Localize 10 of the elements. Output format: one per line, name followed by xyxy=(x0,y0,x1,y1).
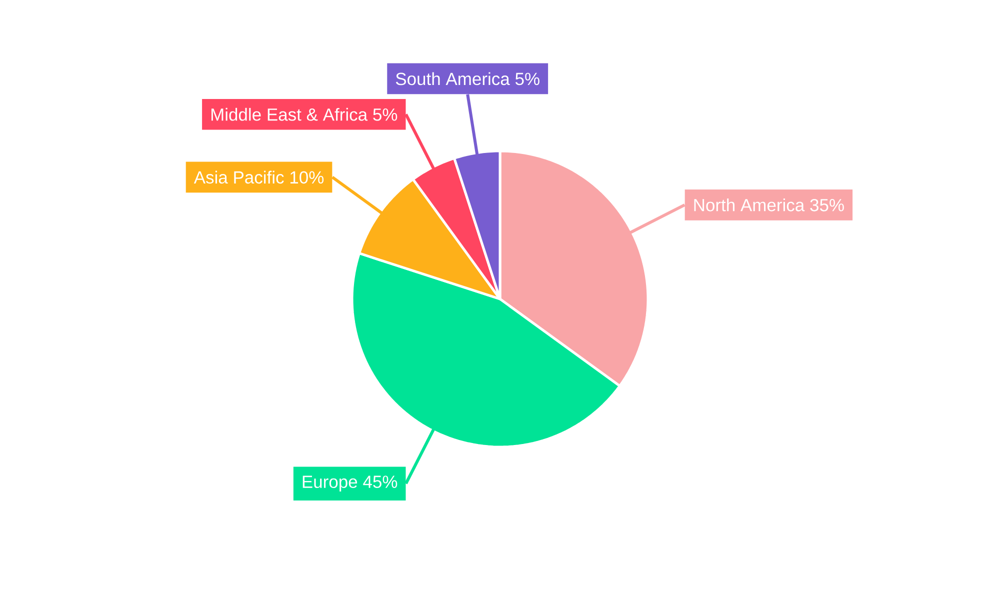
data-label: 35% xyxy=(810,198,844,212)
data-label: 45% xyxy=(363,476,398,488)
slice-label: Asia Pacific xyxy=(194,170,284,184)
slice-label: South America xyxy=(396,72,510,86)
slice-label: North America xyxy=(694,198,805,212)
data-label: 5% xyxy=(515,72,540,86)
slice-label: Europe xyxy=(302,476,358,492)
slice-label: Middle East & Africa xyxy=(211,108,368,121)
data-label: 10% xyxy=(290,171,324,184)
data-label: 5% xyxy=(373,108,398,121)
